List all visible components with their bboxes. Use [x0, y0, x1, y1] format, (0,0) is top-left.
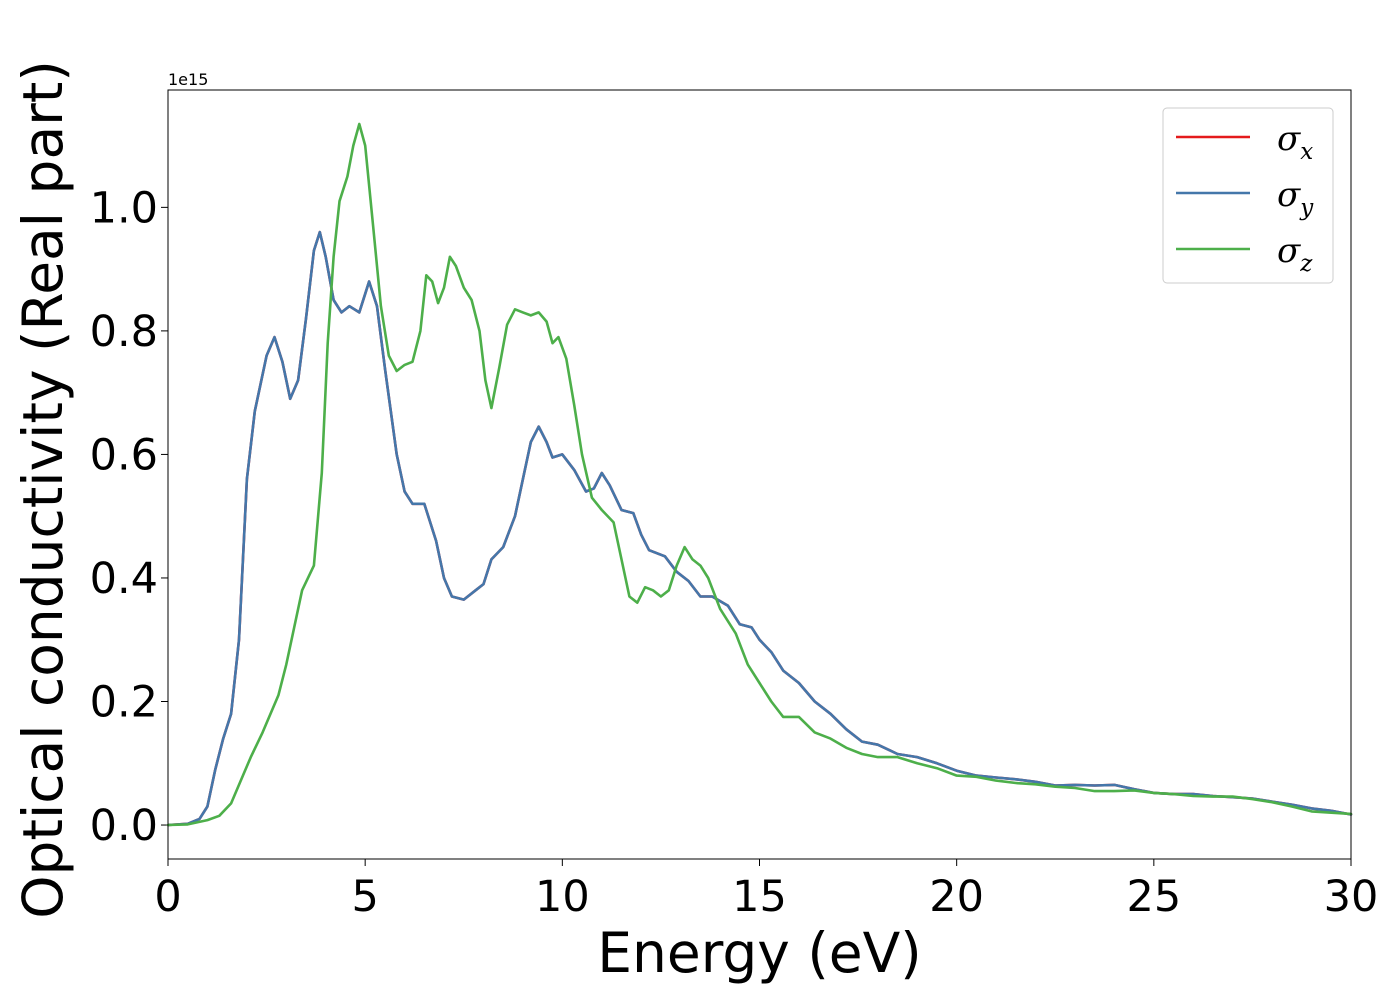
- y-tick-label: 0.8: [90, 307, 158, 357]
- x-tick-label: 30: [1324, 872, 1379, 922]
- legend: σx σy σz: [1162, 107, 1334, 284]
- x-tick-label: 20: [929, 872, 984, 922]
- plot-frame: [167, 89, 1352, 860]
- x-tick-label: 0: [154, 872, 181, 922]
- y-tick-label: 0.0: [90, 801, 158, 851]
- x-axis-label: Energy (eV): [597, 921, 921, 985]
- y-tick-label: 0.2: [90, 677, 158, 727]
- x-tick-label: 5: [351, 872, 378, 922]
- legend-label-y: σy: [1277, 175, 1314, 221]
- y-tick-label: 1.0: [90, 183, 158, 233]
- legend-label-x: σx: [1277, 119, 1313, 165]
- y-axis-label: Optical conductivity (Real part): [11, 60, 75, 919]
- y-tick-label: 0.6: [90, 430, 158, 480]
- x-tick-label: 25: [1126, 872, 1181, 922]
- series-line-x: [166, 230, 1353, 827]
- x-tick-label: 15: [732, 872, 787, 922]
- y-tick-label: 0.4: [90, 554, 158, 604]
- legend-frame: [1162, 107, 1334, 284]
- series-line-y: [166, 230, 1353, 827]
- legend-label-z: σz: [1277, 231, 1313, 277]
- series-line-z: [166, 122, 1353, 827]
- x-tick-label: 10: [535, 872, 590, 922]
- y-offset-text: 1e15: [168, 70, 208, 89]
- axis-ticks: 0 5 10 15 20 25 30 0.0 0.2 0.4 0.6 0.8 1.0: [90, 183, 1379, 922]
- data-series: [166, 122, 1353, 827]
